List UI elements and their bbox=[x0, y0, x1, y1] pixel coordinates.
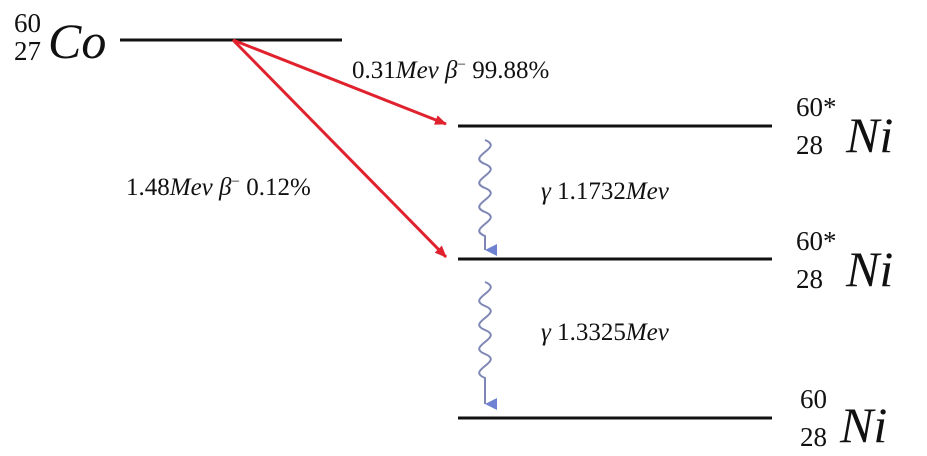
beta-decay-arrow-1 bbox=[232, 38, 447, 126]
beta-decay-arrow-2 bbox=[231, 38, 448, 259]
ni60-ground-mass-number: 60 bbox=[800, 384, 827, 414]
beta-1-branch: 99.88% bbox=[472, 57, 550, 84]
ni60-excited-lower-symbol: Ni bbox=[846, 241, 894, 297]
beta-2-branch: 0.12% bbox=[246, 174, 311, 201]
beta-1-energy: 0.31 bbox=[352, 57, 396, 84]
ni60-excited-lower-mass-number: 60* bbox=[796, 226, 837, 256]
gamma-1-unit: Mev bbox=[625, 178, 669, 205]
co60-symbol: Co bbox=[48, 13, 107, 69]
co60-label: 60 27 Co bbox=[0, 0, 120, 80]
beta-2-charge: − bbox=[231, 174, 240, 190]
ni60-excited-upper-atomic-number: 28 bbox=[796, 130, 823, 160]
beta-1-particle: β bbox=[445, 57, 458, 84]
co60-mass-number: 60 bbox=[14, 8, 41, 38]
co60-atomic-number: 27 bbox=[14, 36, 41, 66]
ni60-excited-lower-label: 60* 28 Ni bbox=[790, 226, 927, 306]
beta-transition-1-label: 0.31Mev β− 99.88% bbox=[352, 57, 550, 84]
gamma-transition-2-label: γ 1.3325Mev bbox=[541, 320, 669, 345]
ni60-ground-label: 60 28 Ni bbox=[790, 382, 927, 456]
ni60-ground-symbol: Ni bbox=[840, 397, 888, 453]
beta-2-particle: β bbox=[219, 174, 232, 201]
ni60-ground-atomic-number: 28 bbox=[800, 422, 827, 452]
ni60-excited-upper-symbol: Ni bbox=[846, 107, 894, 163]
ni60-excited-upper-label: 60* 28 Ni bbox=[790, 92, 927, 172]
gamma-wave-2 bbox=[478, 281, 497, 410]
gamma-transition-1-label: γ 1.1732Mev bbox=[541, 179, 669, 204]
beta-transition-2-label: 1.48Mev β− 0.12% bbox=[126, 174, 311, 201]
gamma-2-energy: 1.3325 bbox=[557, 319, 626, 346]
beta-2-unit: Mev bbox=[169, 174, 213, 201]
gamma-1-symbol: γ bbox=[541, 178, 551, 205]
gamma-wave-1 bbox=[478, 139, 497, 256]
gamma-1-energy: 1.1732 bbox=[557, 178, 626, 205]
beta-2-energy: 1.48 bbox=[126, 174, 170, 201]
beta-1-charge: − bbox=[457, 57, 466, 73]
beta-1-unit: Mev bbox=[395, 57, 439, 84]
ni60-excited-lower-atomic-number: 28 bbox=[796, 264, 823, 294]
gamma-2-unit: Mev bbox=[625, 319, 669, 346]
gamma-2-symbol: γ bbox=[541, 319, 551, 346]
ni60-excited-upper-mass-number: 60* bbox=[796, 92, 837, 122]
